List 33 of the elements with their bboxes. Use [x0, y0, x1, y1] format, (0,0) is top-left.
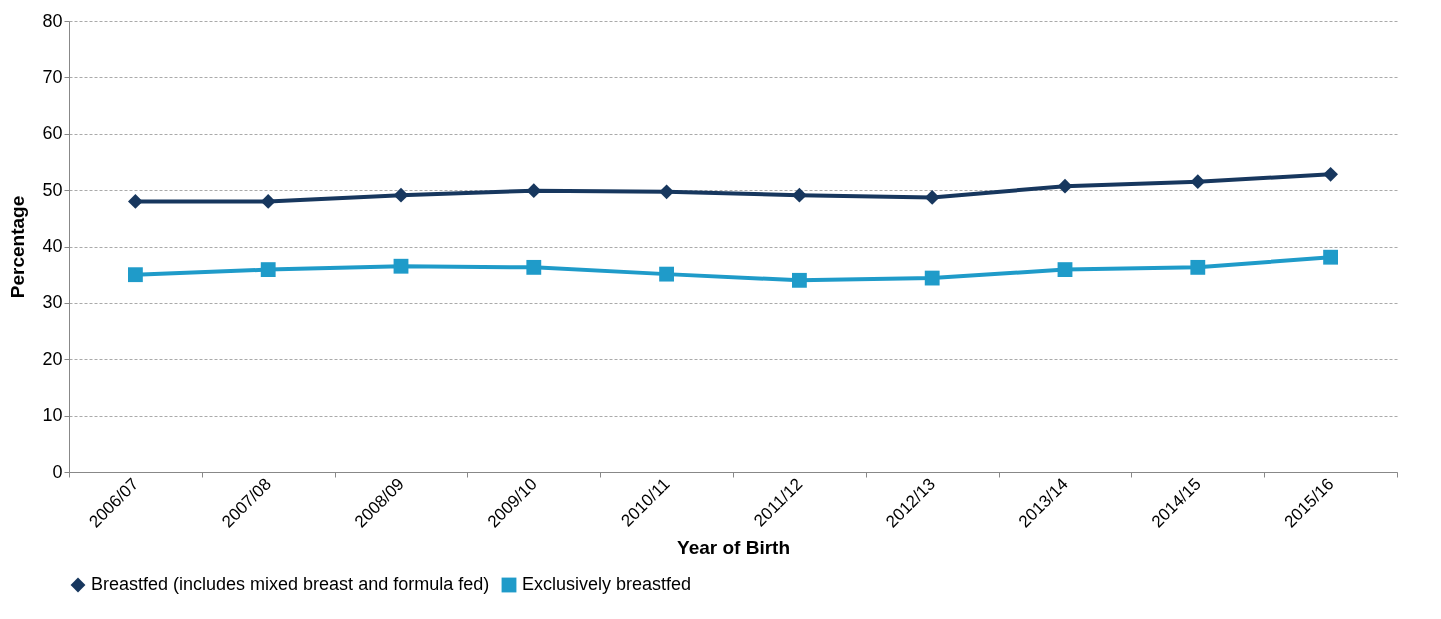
y-tick-label: 60	[42, 123, 63, 144]
point	[260, 262, 276, 278]
y-tick-label: 0	[52, 461, 63, 482]
point	[1323, 249, 1339, 265]
point	[659, 184, 675, 200]
y-tick-label: 10	[42, 405, 63, 426]
point	[1057, 178, 1073, 194]
point	[791, 272, 807, 288]
point	[924, 190, 940, 205]
y-tick-label: 50	[42, 179, 63, 200]
point	[1190, 259, 1206, 275]
point	[924, 270, 940, 286]
point	[526, 259, 542, 275]
point	[393, 187, 409, 203]
y-tick-label: 20	[42, 348, 63, 369]
point	[393, 258, 409, 274]
y-tick-label: 70	[42, 66, 63, 87]
point	[1057, 262, 1073, 278]
y-tick-label: 40	[42, 236, 63, 256]
x-axis-title: Year of Birth	[677, 536, 790, 558]
legend-label: Exclusively breastfed	[522, 574, 692, 594]
point	[791, 187, 807, 203]
point	[659, 266, 675, 282]
point	[127, 193, 143, 209]
point	[1190, 174, 1206, 190]
legend-label: Breastfed (includes mixed breast and formula fed)	[91, 574, 490, 594]
y-axis-title: Percentage	[7, 195, 29, 299]
point	[127, 267, 143, 283]
point	[1323, 166, 1339, 182]
y-tick-label: 80	[42, 10, 63, 31]
point	[260, 193, 276, 209]
point	[526, 183, 542, 199]
y-tick-label: 30	[42, 292, 63, 313]
